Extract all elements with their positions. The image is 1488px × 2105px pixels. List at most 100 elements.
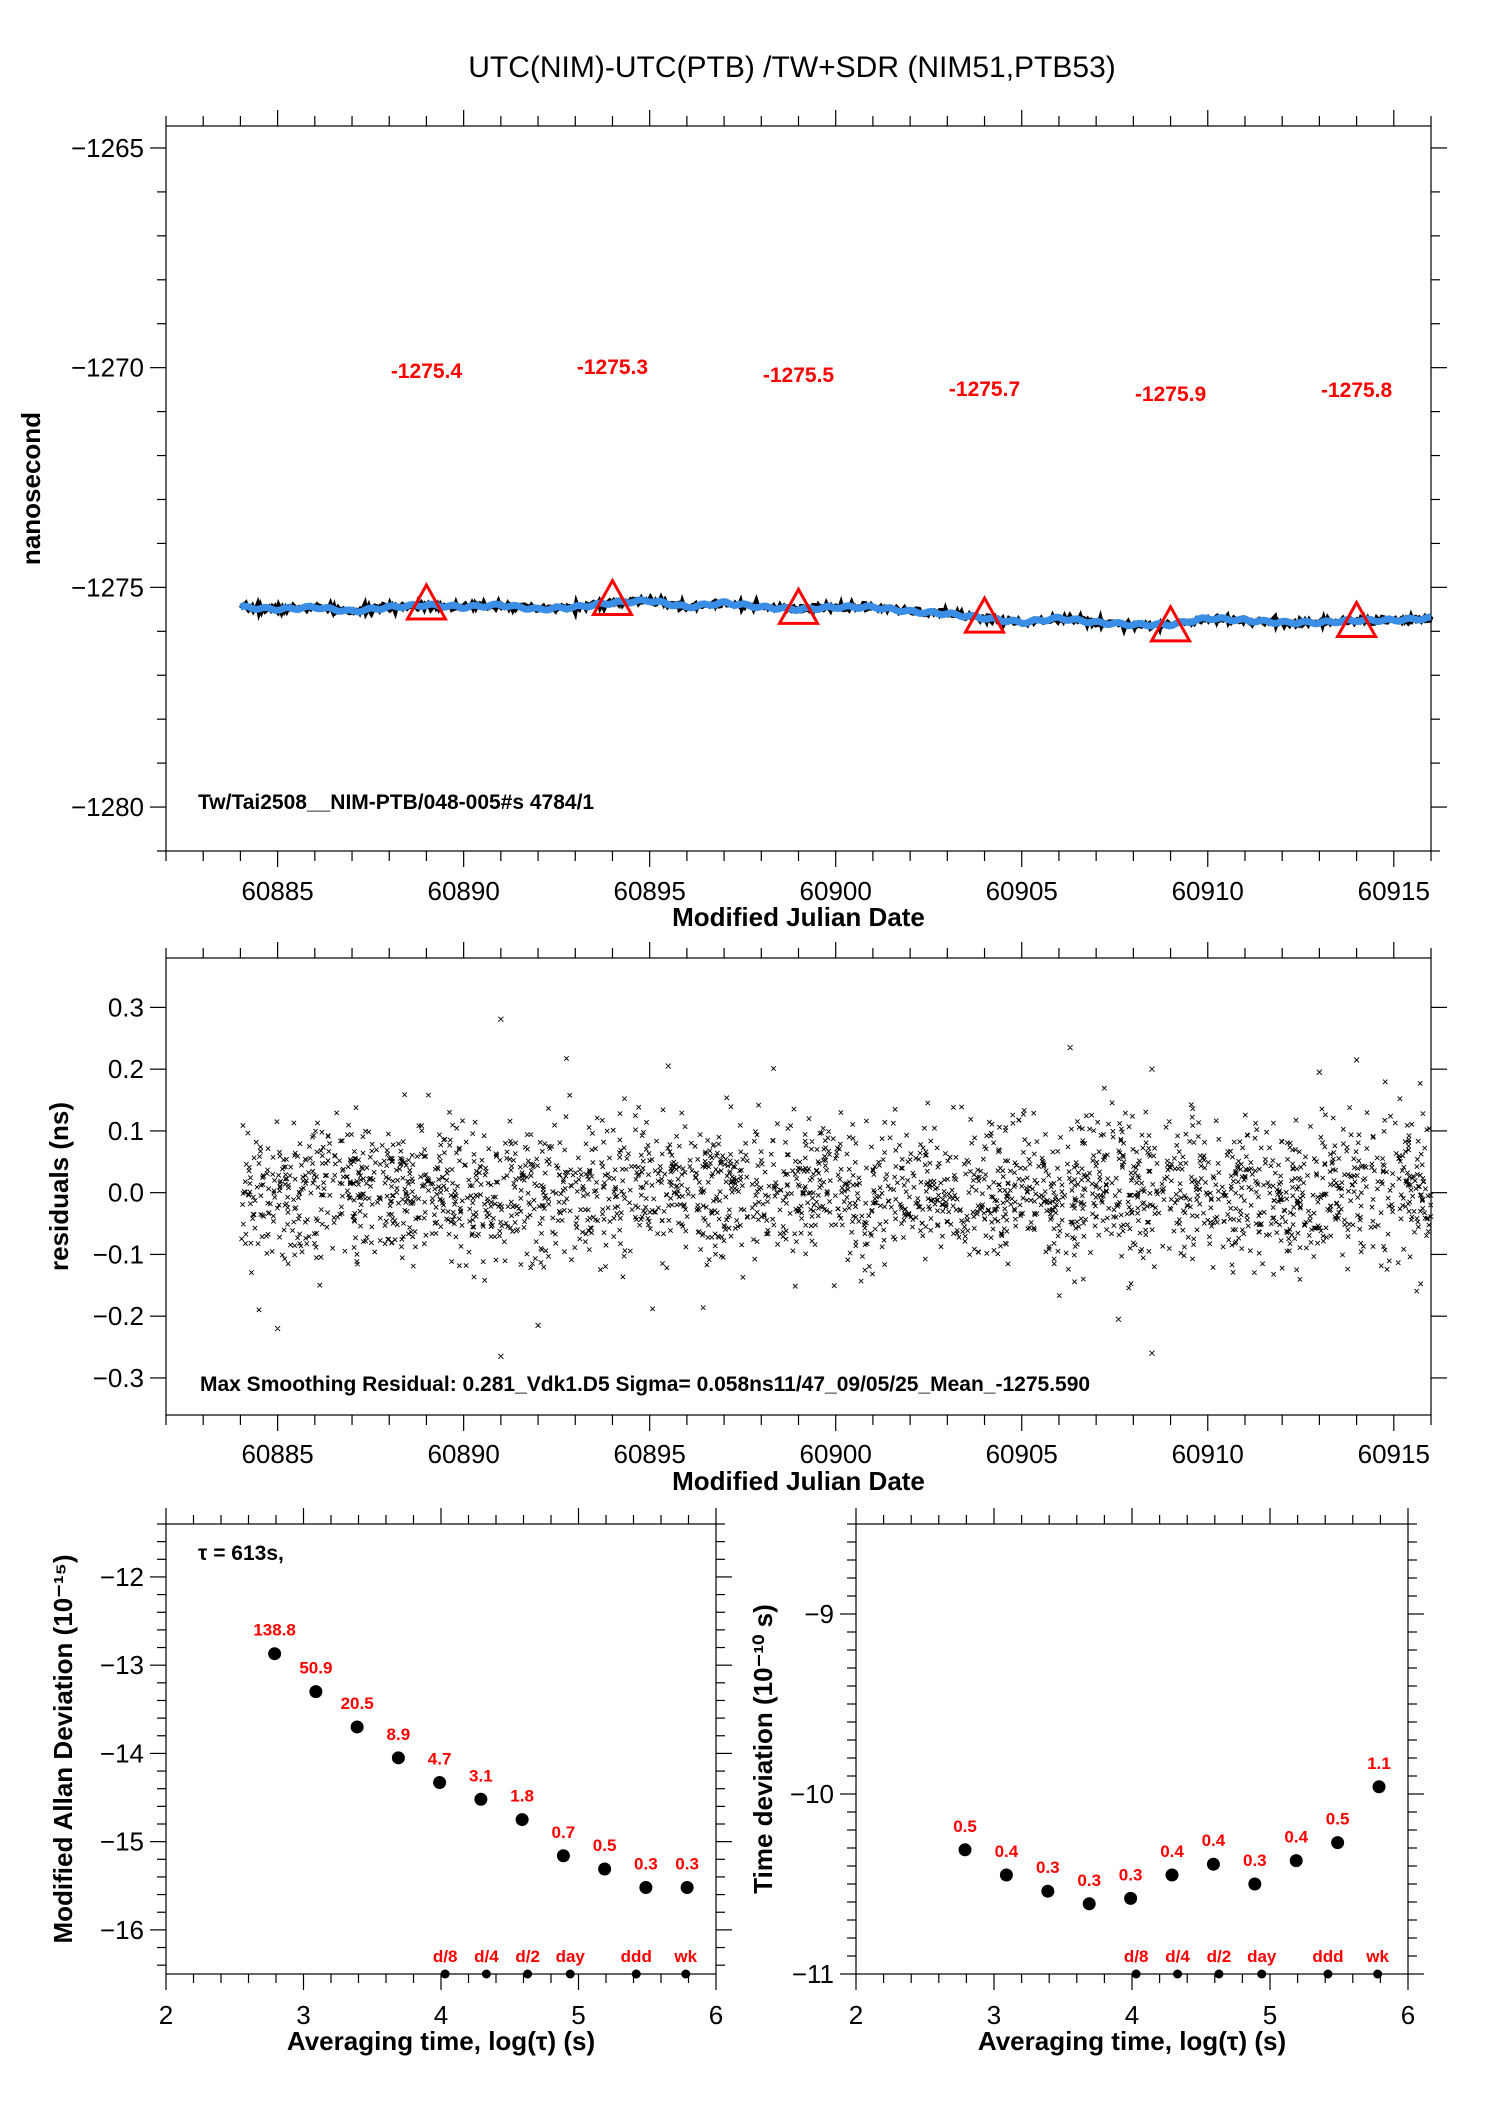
period-mark <box>1214 1969 1224 1979</box>
deviation-point <box>999 1868 1013 1882</box>
period-mark <box>1323 1969 1333 1979</box>
deviation-point <box>1289 1854 1303 1868</box>
deviation-value-label: 50.9 <box>299 1659 332 1678</box>
x-tick-label: 4 <box>1125 2000 1139 2030</box>
deviation-point <box>1372 1780 1386 1794</box>
x-tick-label: 60895 <box>614 876 686 906</box>
tau-annotation: τ = 613s, <box>198 1542 284 1565</box>
deviation-value-label: 4.7 <box>428 1750 452 1769</box>
y-axis-label: residuals (ns) <box>44 1102 74 1271</box>
panel-annotation: Max Smoothing Residual: 0.281_Vdk1.D5 Si… <box>200 1373 1090 1396</box>
deviation-point <box>433 1776 447 1790</box>
x-tick-label: 2 <box>159 2000 173 2030</box>
deviation-value-label: 0.5 <box>1326 1810 1350 1829</box>
deviation-value-label: 0.3 <box>634 1855 658 1874</box>
deviation-point <box>639 1881 653 1895</box>
deviation-value-label: 0.3 <box>1036 1858 1060 1877</box>
y-tick-label: 0.1 <box>108 1116 144 1146</box>
period-label: d/8 <box>1124 1947 1149 1966</box>
figure-title: UTC(NIM)-UTC(PTB) /TW+SDR (NIM51,PTB53) <box>468 51 1116 84</box>
x-tick-label: 3 <box>296 2000 310 2030</box>
y-axis-label: nanosecond <box>16 412 46 565</box>
x-tick-label: 5 <box>571 2000 585 2030</box>
marker-value-label: -1275.7 <box>949 378 1020 401</box>
period-mark <box>1257 1969 1267 1979</box>
deviation-point <box>1165 1868 1179 1882</box>
x-tick-label: 60890 <box>427 876 499 906</box>
y-tick-label: −0.3 <box>93 1363 144 1393</box>
y-tick-label: 0.2 <box>108 1054 144 1084</box>
y-tick-label: −11 <box>792 1959 834 1989</box>
x-tick-label: 60890 <box>427 1439 499 1469</box>
plot-frame <box>165 957 1432 1416</box>
period-mark <box>440 1969 450 1979</box>
period-mark <box>1173 1969 1183 1979</box>
triangle-marker <box>1149 603 1193 643</box>
y-tick-label: −1280 <box>71 792 144 822</box>
deviation-value-label: 0.5 <box>593 1836 617 1855</box>
deviation-value-label: 0.4 <box>1202 1831 1226 1850</box>
deviation-value-label: 1.1 <box>1367 1754 1391 1773</box>
period-label: day <box>1247 1947 1277 1966</box>
plot-frame <box>855 1523 1409 1975</box>
deviation-value-label: 0.7 <box>552 1823 576 1842</box>
deviation-point <box>598 1862 612 1876</box>
period-label: d/4 <box>1165 1947 1190 1966</box>
residuals-panel: 60885 60890 60895 60900 60905 60910 60915 0.3 0.… <box>44 942 1447 1496</box>
deviation-value-label: 0.5 <box>953 1817 977 1836</box>
x-tick-label: 60885 <box>241 876 313 906</box>
deviation-value-label: 0.4 <box>1284 1828 1308 1847</box>
deviation-value-label: 138.8 <box>253 1621 296 1640</box>
x-axis-label: Averaging time, log(τ) (s) <box>287 2026 595 2056</box>
marker-value-label: -1275.5 <box>763 364 835 387</box>
x-tick-label: 60910 <box>1172 1439 1244 1469</box>
period-label: day <box>556 1947 586 1966</box>
deviation-point <box>1206 1857 1220 1871</box>
y-tick-label: −12 <box>100 1562 144 1592</box>
deviation-point <box>350 1720 364 1734</box>
y-tick-label: −14 <box>100 1738 144 1768</box>
marker-value-label: -1275.4 <box>391 360 463 383</box>
triangle-marker <box>962 595 1007 634</box>
deviation-point <box>515 1813 529 1827</box>
triangle-marker <box>776 586 821 625</box>
period-label: d/2 <box>1207 1947 1232 1966</box>
y-tick-label: −1275 <box>71 572 144 602</box>
deviation-point <box>1082 1897 1096 1911</box>
x-tick-label: 60910 <box>1172 876 1244 906</box>
deviation-point <box>1331 1836 1345 1850</box>
triangle-marker <box>590 577 635 617</box>
deviation-point <box>474 1792 488 1806</box>
deviation-value-label: 0.3 <box>1077 1871 1101 1890</box>
deviation-point <box>309 1685 323 1699</box>
deviation-value-label: 0.4 <box>1160 1842 1184 1861</box>
x-tick-label: 6 <box>1401 2000 1415 2030</box>
x-tick-label: 60915 <box>1358 1439 1430 1469</box>
y-tick-label: −0.1 <box>93 1239 144 1269</box>
x-tick-label: 5 <box>1263 2000 1277 2030</box>
deviation-value-label: 0.4 <box>995 1842 1019 1861</box>
y-axis-label: Modified Allan Deviation (10⁻¹⁵) <box>48 1555 78 1944</box>
deviation-value-label: 1.8 <box>510 1787 534 1806</box>
y-tick-label: −10 <box>790 1779 834 1809</box>
x-tick-label: 60895 <box>614 1439 686 1469</box>
x-tick-label: 3 <box>987 2000 1001 2030</box>
deviation-point <box>958 1843 972 1857</box>
x-axis-label: Averaging time, log(τ) (s) <box>978 2026 1286 2056</box>
x-tick-label: 60900 <box>800 1439 872 1469</box>
period-mark <box>1373 1969 1383 1979</box>
period-label: ddd <box>1312 1947 1343 1966</box>
period-label: ddd <box>621 1947 652 1966</box>
y-tick-label: −15 <box>100 1827 144 1857</box>
x-tick-label: 60905 <box>986 1439 1058 1469</box>
period-mark <box>631 1969 641 1979</box>
deviation-point <box>1041 1884 1055 1898</box>
period-label: d/4 <box>474 1947 499 1966</box>
deviation-value-label: 0.3 <box>1119 1865 1143 1884</box>
x-tick-label: 60900 <box>800 876 872 906</box>
x-tick-label: 60885 <box>241 1439 313 1469</box>
y-tick-label: 0.0 <box>108 1178 144 1208</box>
period-label: wk <box>1365 1947 1389 1966</box>
plot-frame <box>165 125 1432 852</box>
